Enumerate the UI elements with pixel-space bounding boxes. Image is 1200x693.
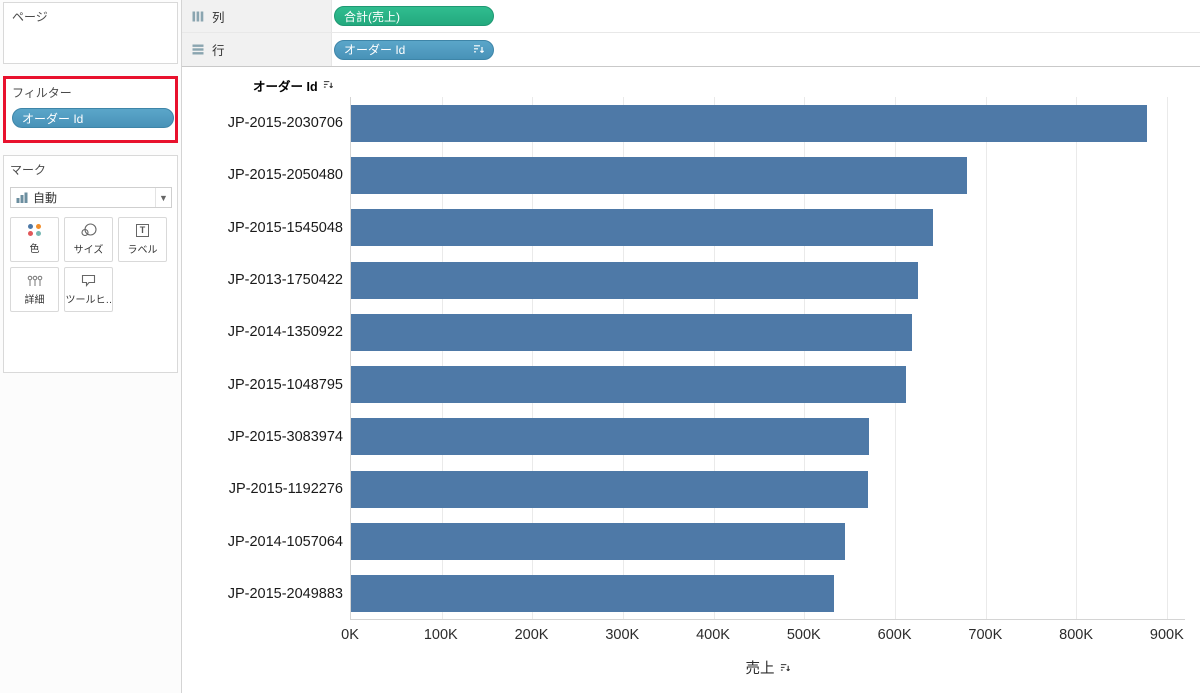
detail-button-label: 詳細	[24, 294, 45, 306]
tooltip-icon	[81, 274, 96, 287]
gridline	[804, 97, 806, 619]
detail-icon	[27, 275, 42, 286]
x-tick-label: 100K	[423, 627, 458, 643]
x-tick-label: 500K	[786, 627, 821, 643]
x-tick-label: 700K	[968, 627, 1003, 643]
sort-descending-icon[interactable]	[473, 44, 484, 55]
x-axis-title-text: 売上	[745, 661, 775, 677]
filters-shelf-title: フィルター	[12, 86, 72, 100]
category-label: JP-2015-2030706	[227, 115, 343, 132]
row-field-header[interactable]: オーダー Id	[253, 73, 1200, 97]
filters-shelf-highlighted: フィルター オーダー Id	[3, 76, 178, 143]
filter-pill-label: オーダー Id	[22, 111, 84, 126]
category-label: JP-2013-1750422	[227, 272, 343, 289]
gridline	[1166, 97, 1168, 619]
shelves: 列 合計(売上) 行	[182, 0, 1200, 67]
bar[interactable]	[351, 470, 868, 508]
x-tick-label: 800K	[1059, 627, 1094, 643]
columns-pill-sum-sales[interactable]: 合計(売上)	[334, 6, 494, 26]
category-label: JP-2014-1057064	[227, 533, 343, 550]
pages-shelf-title: ページ	[12, 10, 48, 24]
columns-shelf-content: 合計(売上)	[332, 0, 1200, 32]
x-tick-label: 200K	[514, 627, 549, 643]
rows-shelf-content: オーダー Id	[332, 33, 1200, 66]
rows-pill-order-id[interactable]: オーダー Id	[334, 39, 494, 60]
gridline	[894, 97, 896, 619]
label-button[interactable]: T ラベル	[118, 217, 167, 262]
columns-icon	[192, 11, 204, 21]
label-button-label: ラベル	[127, 244, 158, 256]
plot: JP-2015-2030706 JP-2015-2050480 JP-2015-15…	[182, 97, 1200, 620]
category-label: JP-2015-3083974	[227, 428, 343, 445]
color-icon	[27, 224, 42, 236]
gridline	[622, 97, 624, 619]
rows-shelf-text: 行	[212, 44, 225, 58]
bar[interactable]	[351, 104, 1147, 142]
columns-shelf-label: 列	[182, 0, 332, 32]
label-icon: T	[136, 223, 149, 237]
category-label: JP-2014-1350922	[227, 324, 343, 341]
bar[interactable]	[351, 523, 846, 561]
sort-descending-icon[interactable]	[780, 663, 790, 673]
bar[interactable]	[351, 575, 835, 613]
marks-buttons: 色 サイズ T ラベル	[10, 217, 175, 312]
bar-chart-icon	[16, 192, 28, 203]
chart-title: オーダー Id	[253, 79, 318, 94]
columns-shelf[interactable]: 列 合計(売上)	[182, 0, 1200, 33]
category-labels: JP-2015-2030706 JP-2015-2050480 JP-2015-15…	[182, 97, 350, 620]
category-label: JP-2015-1192276	[228, 481, 343, 498]
columns-pill-label: 合計(売上)	[344, 9, 400, 24]
bar[interactable]	[351, 209, 933, 247]
bar[interactable]	[351, 156, 968, 194]
chevron-down-icon[interactable]: ▼	[155, 188, 171, 207]
x-axis-title[interactable]: 売上	[350, 657, 1185, 678]
x-tick-label: 300K	[605, 627, 640, 643]
mark-type-dropdown[interactable]: 自動 ▼	[10, 187, 172, 208]
gridline	[713, 97, 715, 619]
size-button[interactable]: サイズ	[64, 217, 113, 262]
gridline	[441, 97, 443, 619]
sort-descending-icon[interactable]	[323, 80, 333, 90]
columns-shelf-text: 列	[212, 10, 225, 25]
chart-area: オーダー Id JP-2015-2030706 JP-2015-2050480 JP…	[182, 67, 1200, 693]
gridline	[985, 97, 987, 619]
x-tick-label: 0K	[341, 627, 359, 643]
tooltip-button[interactable]: ツールヒ…	[64, 267, 113, 312]
size-button-label: サイズ	[73, 245, 104, 256]
tooltip-button-label: ツールヒ…	[65, 294, 112, 306]
mark-type-value: 自動	[33, 191, 58, 205]
marks-card-title: マーク	[10, 163, 47, 177]
rows-shelf[interactable]: 行 オーダー Id	[182, 33, 1200, 66]
x-tick-label: 600K	[877, 627, 912, 643]
bar[interactable]	[351, 366, 906, 404]
x-tick-label: 900K	[1149, 627, 1184, 643]
gridline	[1076, 97, 1078, 619]
bar[interactable]	[351, 418, 869, 456]
marks-card: マーク 自動 ▼ 色	[3, 155, 178, 373]
bar[interactable]	[351, 313, 913, 351]
rows-icon	[192, 44, 204, 55]
size-icon	[81, 223, 97, 237]
main-area: 列 合計(売上) 行	[182, 0, 1200, 693]
bar-track	[350, 97, 1185, 620]
bar[interactable]	[351, 261, 918, 299]
color-button[interactable]: 色	[10, 217, 59, 262]
color-button-label: 色	[29, 244, 40, 255]
gridline	[532, 97, 534, 619]
category-label: JP-2015-2049883	[227, 585, 343, 602]
category-label: JP-2015-1048795	[227, 376, 343, 393]
detail-button[interactable]: 詳細	[10, 267, 59, 312]
x-tick-label: 400K	[696, 627, 730, 643]
pages-shelf[interactable]: ページ	[3, 2, 178, 64]
filter-pill-order-id[interactable]: オーダー Id	[12, 108, 174, 128]
x-axis: 0K 100K 200K 300K 400K 500K 600K 700K 800K 900K	[341, 627, 1185, 647]
category-label: JP-2015-2050480	[227, 167, 343, 184]
rows-pill-label: オーダー Id	[344, 43, 406, 57]
left-pane: ページ フィルター オーダー Id マーク 自動 ▼	[0, 0, 182, 693]
rows-shelf-label: 行	[182, 33, 332, 66]
category-label: JP-2015-1545048	[227, 219, 343, 236]
